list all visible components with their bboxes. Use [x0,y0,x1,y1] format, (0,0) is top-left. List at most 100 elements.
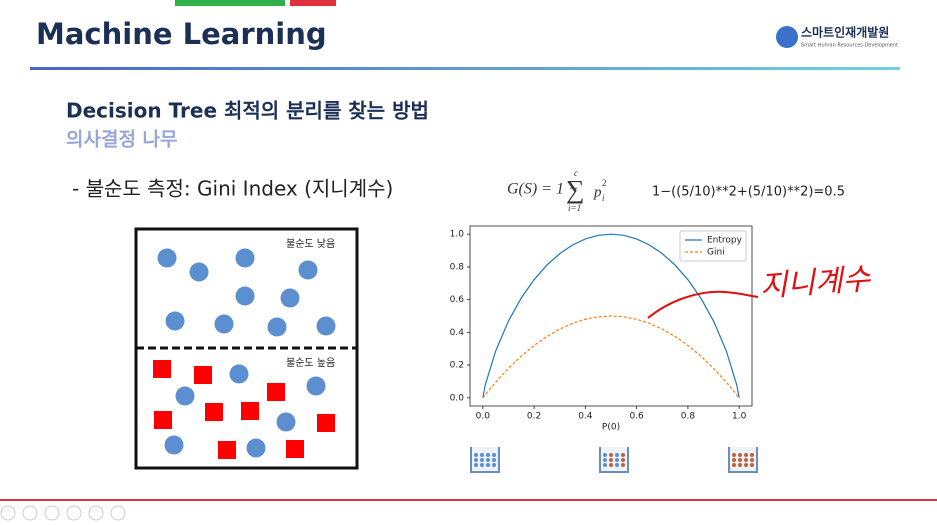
scribble [647,290,759,319]
beaker-dot [474,463,478,467]
beaker-dot [492,458,496,462]
beaker-dot [750,458,754,462]
beaker-dot [732,463,736,467]
square-sample [154,411,172,429]
tool-button[interactable] [44,505,60,521]
beaker-dot [744,458,748,462]
logo-name: 스마트인재개발원 [801,25,889,40]
beaker-dot [609,453,613,457]
subheading: 의사결정 나무 [66,129,178,151]
beaker-dot [732,453,736,457]
circle-sample [164,435,184,455]
circle-sample [157,248,177,268]
circle-sample [316,316,336,336]
header-rule [30,67,900,70]
beaker-dot [750,463,754,467]
square-sample [153,360,171,378]
bullet: - 불순도 측정: Gini Index (지니계수) [72,177,393,201]
circle-sample [175,386,195,406]
beaker-dot [603,463,607,467]
formula: G(S) = 1 − ∑ c i=1 p i 2 [507,168,607,213]
formula-term: p [593,184,602,200]
circle-sample [235,248,255,268]
circle-sample [276,412,296,432]
beaker-dot [738,463,742,467]
x-tick-label: 0.0 [476,412,491,422]
chart: 0.0 0.2 0.4 0.6 0.8 1.0 0.0 0.2 0.4 0.6 0.8 1.0 P(0)… [450,225,753,433]
toolbar-button[interactable] [175,0,285,6]
y-tick-label: 0.8 [450,262,465,272]
formula-lower: i=1 [568,203,581,213]
beaker-dot [621,463,625,467]
circle-sample [246,438,266,458]
x-tick-label: 1.0 [732,412,747,422]
box-label: 불순도 높음 [286,357,335,369]
impurity-diagram: 불순도 낮음 불순도 높음 [134,227,359,470]
square-sample [286,440,304,458]
legend-label: Entropy [707,236,743,246]
tool-button[interactable] [0,505,16,521]
series-line [482,233,740,398]
beaker-dot [621,453,625,457]
beaker-dot [486,458,490,462]
beaker-dot [603,458,607,462]
x-tick-label: 0.2 [527,412,541,422]
circle-sample [165,311,185,331]
circle-sample [280,288,300,308]
logo-sub: Smart Human Resources Development [801,43,898,49]
y-tick-label: 1.0 [450,230,465,240]
y-tick-label: 0.4 [450,328,465,338]
circle-sample [214,314,234,334]
formula-sum: ∑ [566,175,585,204]
beaker-dot [480,458,484,462]
square-sample [317,414,335,432]
beaker-dot [615,453,619,457]
beaker-dot [492,463,496,467]
square-sample [205,403,223,421]
tool-button[interactable] [88,505,104,521]
circle-sample [298,260,318,280]
toolbar-button[interactable] [290,0,336,6]
x-axis-label: P(0) [602,423,620,433]
beaker-dot [744,463,748,467]
beaker-dot [486,463,490,467]
circle-sample [229,364,249,384]
square-sample [194,366,212,384]
series-line [482,315,740,399]
tool-button[interactable] [22,505,38,521]
beaker-dot [486,453,490,457]
tool-button[interactable] [66,505,82,521]
handwriting: 지니계수 [759,262,873,305]
formula-sub: i [602,193,605,203]
y-tick-label: 0.6 [450,295,465,305]
x-tick-label: 0.8 [681,412,696,422]
beakers [470,447,758,473]
x-tick-label: 0.4 [578,412,593,422]
beaker [728,447,758,473]
legend-label: Gini [707,248,725,258]
circle-sample [189,262,209,282]
square-sample [267,383,285,401]
beaker-dot [732,458,736,462]
beaker-dot [621,458,625,462]
beaker-dot [492,453,496,457]
circle-sample [235,286,255,306]
y-tick-label: 0.0 [450,393,465,403]
tool-button[interactable] [110,505,126,521]
beaker-dot [480,463,484,467]
beaker-dot [750,453,754,457]
formula-lhs: G(S) = 1 − [507,181,579,198]
beaker-dot [609,458,613,462]
circle-sample [306,376,326,396]
y-tick-label: 0.2 [450,361,464,371]
beaker-dot [744,453,748,457]
box-label: 불순도 낮음 [286,238,335,250]
formula-sup: 2 [602,178,607,188]
footer-rule [0,499,937,501]
beaker-dot [603,453,607,457]
square-sample [218,441,236,459]
beaker-dot [609,463,613,467]
beaker-dot [474,458,478,462]
